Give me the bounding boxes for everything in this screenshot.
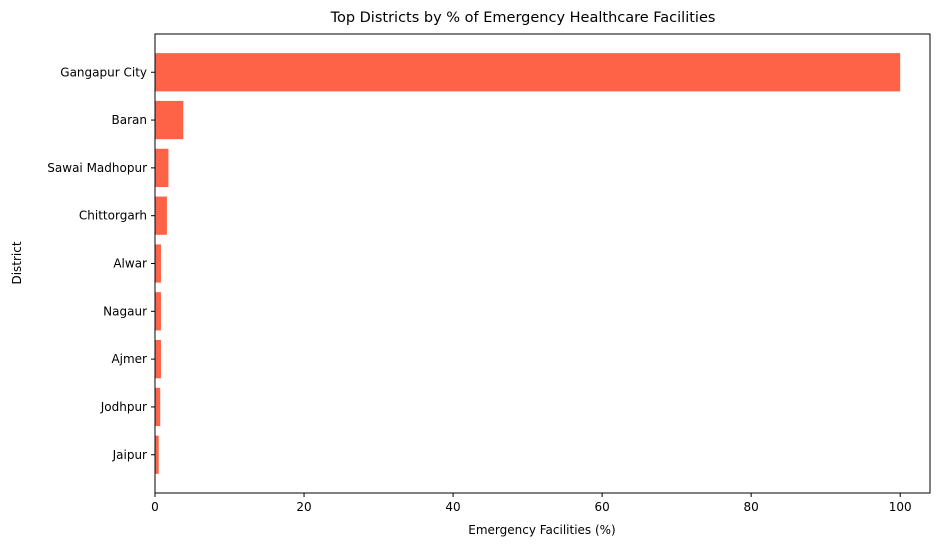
bar-sawai-madhopur	[155, 148, 169, 187]
bar-jaipur	[155, 435, 159, 474]
x-tick-label: 0	[151, 500, 159, 514]
y-tick-label: Nagaur	[103, 304, 147, 318]
x-tick-label: 40	[445, 500, 460, 514]
bar-nagaur	[155, 292, 161, 331]
chart-title: Top Districts by % of Emergency Healthca…	[330, 10, 716, 26]
bar-baran	[155, 100, 184, 140]
y-axis-label: District	[10, 241, 24, 284]
bar-alwar	[155, 244, 161, 283]
x-axis-label: Emergency Facilities (%)	[468, 523, 616, 537]
x-tick-label: 80	[744, 500, 759, 514]
bar-jodhpur	[155, 387, 161, 427]
y-tick-label: Sawai Madhopur	[47, 161, 147, 175]
bar-chittorgarh	[155, 196, 167, 235]
x-tick-label: 60	[594, 500, 609, 514]
y-tick-label: Jodhpur	[100, 400, 147, 414]
y-axis-ticks: Gangapur City Baran Sawai Madhopur Chittorg…	[47, 65, 155, 462]
y-tick-label: Baran	[112, 113, 147, 127]
y-tick-label: Ajmer	[111, 352, 147, 366]
y-tick-label: Gangapur City	[60, 65, 147, 79]
x-tick-label: 100	[889, 500, 912, 514]
y-tick-label: Jaipur	[112, 448, 147, 462]
y-tick-label: Alwar	[113, 257, 147, 271]
x-tick-label: 20	[296, 500, 311, 514]
plot-frame	[154, 33, 931, 494]
y-tick-label: Chittorgarh	[79, 209, 147, 223]
x-axis-ticks: 0 20 40 60 80 100	[151, 493, 912, 514]
bar-ajmer	[155, 340, 161, 379]
bars-group	[155, 53, 901, 474]
bar-gangapur-city	[155, 53, 901, 92]
